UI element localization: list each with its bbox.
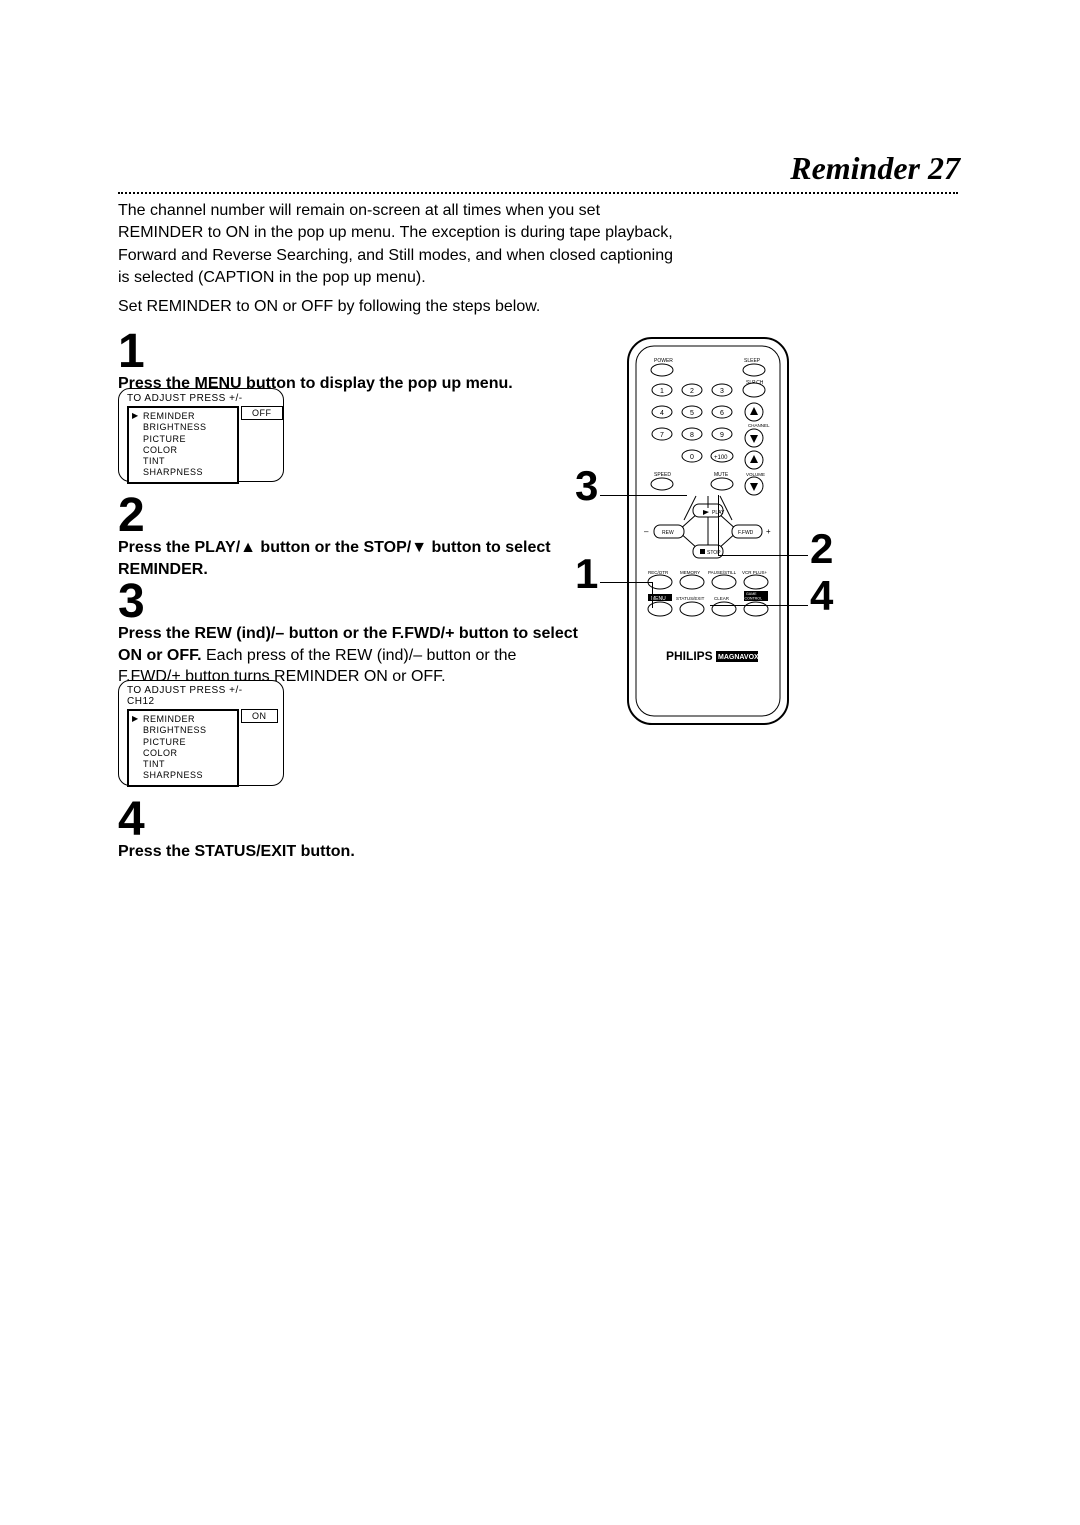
osd2-header2: CH12 [119, 696, 283, 709]
label-speed: SPEED [654, 472, 671, 478]
plus-label: + [766, 527, 771, 536]
osd-screen-1: TO ADJUST PRESS +/- ▶ REMINDER BRIGHTNES… [118, 388, 284, 482]
label-vcrplus: VCR PLUS+ [742, 570, 768, 575]
digit-0: 0 [690, 454, 694, 461]
label-pausestill: PAUSE/STILL [708, 570, 737, 575]
digit-7: 7 [660, 432, 664, 439]
osd2-menu-box: ▶ REMINDER BRIGHTNESS PICTURE COLOR TINT… [127, 709, 239, 787]
label-rew: REW [662, 530, 674, 536]
manual-page: Reminder 27 The channel number will rema… [0, 0, 1080, 1525]
osd1-item: TINT [143, 456, 231, 467]
title-rule [118, 192, 958, 194]
osd1-value: OFF [241, 406, 283, 420]
osd2-header1: TO ADJUST PRESS +/- [119, 681, 283, 696]
callout-1: 1 [575, 550, 598, 598]
callout-2-line-v [718, 495, 719, 555]
page-title: Reminder 27 [790, 150, 960, 187]
callout-1-line [600, 582, 652, 583]
step-4-number: 4 [118, 798, 578, 841]
speed-button[interactable] [651, 478, 673, 490]
osd2-item: REMINDER [143, 714, 231, 725]
minus-label: – [644, 527, 649, 536]
label-gamecontrol-2: CONTROL [745, 597, 763, 601]
intro-p1: The channel number will remain on-screen… [118, 200, 678, 290]
digit-4: 4 [660, 410, 664, 417]
label-statusexit: STATUS/EXIT [676, 596, 705, 601]
pointer-icon: ▶ [132, 411, 139, 421]
remote-diagram: POWER SLEEP SLP.CH 1 2 3 4 5 [618, 336, 798, 726]
label-power: POWER [654, 358, 673, 364]
osd-screen-2: TO ADJUST PRESS +/- CH12 ▶ REMINDER BRIG… [118, 680, 284, 786]
callout-3: 3 [575, 462, 598, 510]
osd1-item: BRIGHTNESS [143, 422, 231, 433]
step-3: 3 Press the REW (ind)/– button or the F.… [118, 580, 578, 688]
intro-text: The channel number will remain on-screen… [118, 200, 678, 324]
label-mute: MUTE [714, 472, 729, 478]
brand-philips: PHILIPS [666, 649, 713, 663]
label-volume: VOLUME [746, 472, 765, 477]
callout-2: 2 [810, 525, 833, 573]
digit-6: 6 [720, 410, 724, 417]
pointer-icon: ▶ [132, 714, 139, 724]
step-2-text: Press the PLAY/▲ button or the STOP/▼ bu… [118, 539, 551, 578]
label-menu: MENU [651, 596, 666, 602]
label-recotr: REC/OTR [648, 570, 669, 575]
step-1-number: 1 [118, 330, 578, 373]
digit-5: 5 [690, 410, 694, 417]
memory-button[interactable] [680, 575, 704, 589]
label-channel: CHANNEL [748, 423, 770, 428]
step-4: 4 Press the STATUS/EXIT button. [118, 798, 578, 863]
osd2-item: PICTURE [143, 737, 231, 748]
osd2-value: ON [241, 709, 278, 723]
osd2-item: SHARPNESS [143, 770, 231, 781]
step-4-text: Press the STATUS/EXIT button. [118, 843, 355, 860]
callout-3-line [600, 495, 687, 496]
osd1-header: TO ADJUST PRESS +/- [119, 389, 283, 406]
step-1: 1 Press the MENU button to display the p… [118, 330, 578, 395]
callout-2-line [768, 555, 808, 556]
label-gamecontrol-1: GAME [746, 592, 757, 596]
osd1-item: PICTURE [143, 434, 231, 445]
plus100-label: +100 [714, 455, 728, 461]
osd1-menu-box: ▶ REMINDER BRIGHTNESS PICTURE COLOR TINT… [127, 406, 239, 484]
stop-icon [700, 549, 705, 554]
slpch-button[interactable] [743, 383, 765, 397]
step-2-number: 2 [118, 494, 578, 537]
osd2-item: TINT [143, 759, 231, 770]
digit-2: 2 [690, 388, 694, 395]
osd1-item: SHARPNESS [143, 467, 231, 478]
statusexit-button[interactable] [680, 602, 704, 616]
callout-4-line [710, 605, 808, 606]
osd2-item: BRIGHTNESS [143, 725, 231, 736]
label-sleep: SLEEP [744, 358, 761, 364]
osd1-item: COLOR [143, 445, 231, 456]
label-clear: CLEAR [714, 596, 730, 601]
sleep-button[interactable] [743, 364, 765, 376]
remote-svg: POWER SLEEP SLP.CH 1 2 3 4 5 [618, 336, 798, 726]
step-2: 2 Press the PLAY/▲ button or the STOP/▼ … [118, 494, 578, 580]
callout-4: 4 [810, 572, 833, 620]
callout-1-line-v [652, 582, 653, 608]
label-ffwd: F.FWD [738, 530, 754, 536]
pausestill-button[interactable] [712, 575, 736, 589]
label-memory: MEMORY [680, 570, 700, 575]
digit-8: 8 [690, 432, 694, 439]
mute-button[interactable] [711, 478, 733, 490]
power-button[interactable] [651, 364, 673, 376]
brand-magnavox: MAGNAVOX [718, 654, 759, 661]
digit-1: 1 [660, 388, 664, 395]
vcrplus-button[interactable] [744, 575, 768, 589]
digit-3: 3 [720, 388, 724, 395]
digit-9: 9 [720, 432, 724, 439]
osd2-item: COLOR [143, 748, 231, 759]
step-3-number: 3 [118, 580, 578, 623]
intro-p2: Set REMINDER to ON or OFF by following t… [118, 296, 678, 318]
osd1-item: REMINDER [143, 411, 231, 422]
callout-2-line-h [718, 555, 768, 556]
